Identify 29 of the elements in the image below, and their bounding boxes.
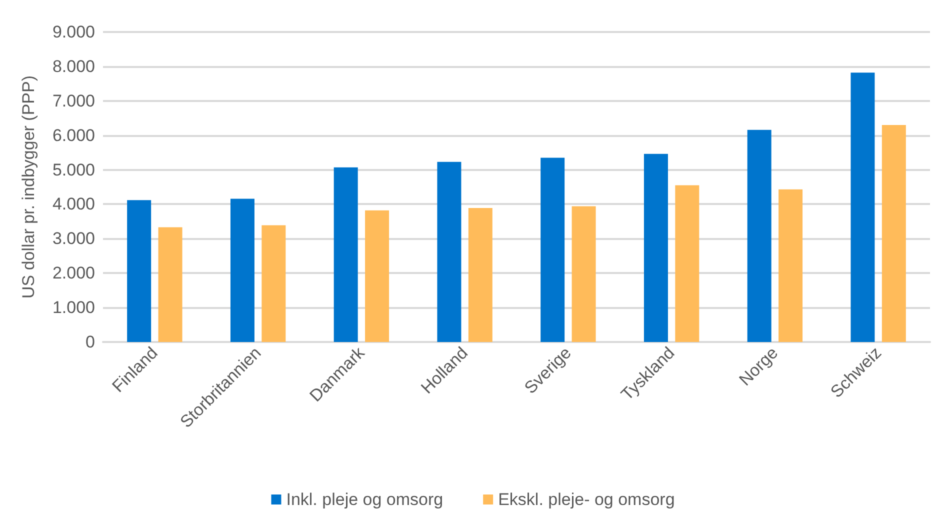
bar xyxy=(334,167,358,342)
bar xyxy=(437,162,462,342)
y-tick-label: 9.000 xyxy=(52,22,95,42)
bar xyxy=(644,154,668,342)
y-axis-title: US dollar pr. indbygger (PPP) xyxy=(19,76,38,298)
y-tick-label: 7.000 xyxy=(52,91,95,110)
bar xyxy=(882,125,906,342)
y-tick-label: 0 xyxy=(86,332,95,352)
bar xyxy=(572,206,596,342)
y-tick-label: 8.000 xyxy=(52,56,95,76)
bar xyxy=(850,72,875,342)
bar xyxy=(365,210,390,342)
bar xyxy=(127,200,152,342)
y-tick-label: 3.000 xyxy=(52,229,95,248)
bar xyxy=(230,198,254,342)
y-tick-label: 2.000 xyxy=(52,264,95,283)
bar xyxy=(540,158,565,342)
y-tick-label: 4.000 xyxy=(52,194,95,214)
y-tick-label: 5.000 xyxy=(52,160,95,180)
y-tick-label: 1.000 xyxy=(52,298,95,318)
legend-label: Ekskl. pleje- og omsorg xyxy=(498,490,675,509)
legend-label: Inkl. pleje og omsorg xyxy=(286,490,444,509)
y-tick-label: 6.000 xyxy=(52,126,95,145)
bar xyxy=(262,225,286,342)
bar xyxy=(778,189,803,342)
bar xyxy=(468,208,492,342)
bar xyxy=(747,130,772,342)
bar xyxy=(158,227,182,342)
bar xyxy=(675,185,700,342)
